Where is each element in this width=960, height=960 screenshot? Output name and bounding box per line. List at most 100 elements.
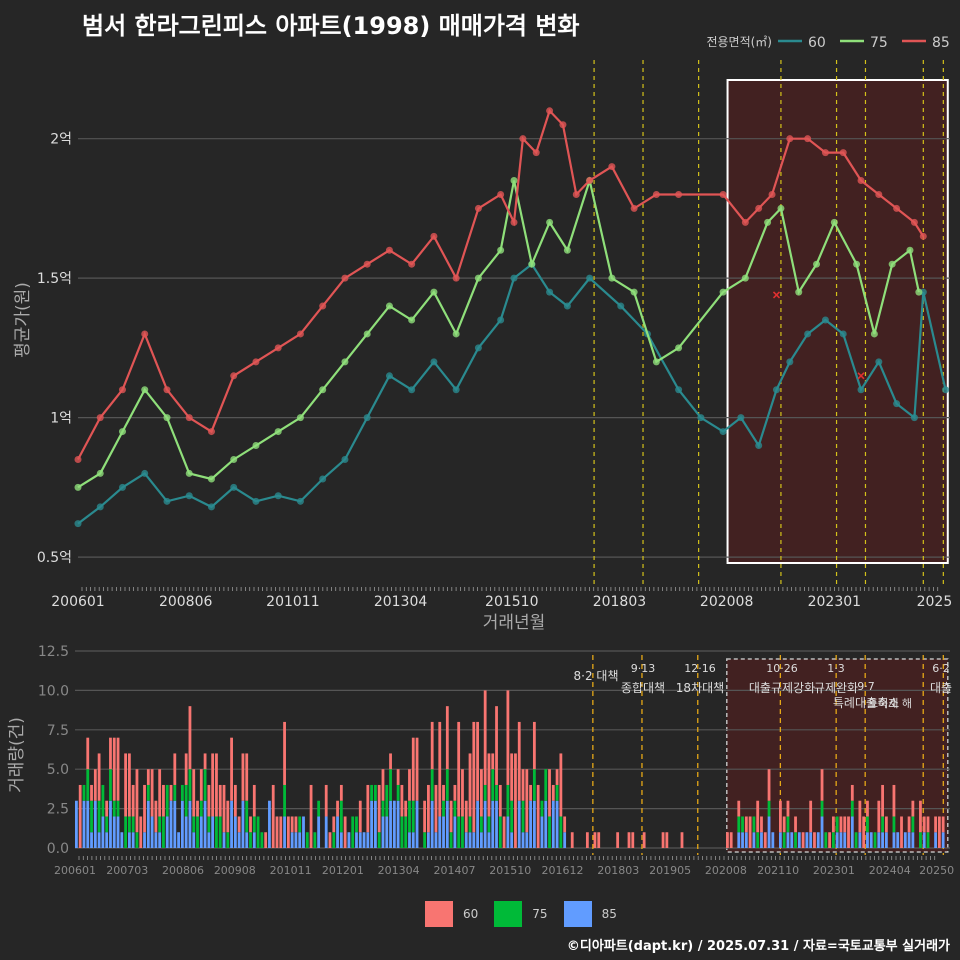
volume-bar-60 — [135, 769, 139, 833]
data-point-85 — [910, 218, 918, 226]
volume-y-tick-label: 5.0 — [47, 762, 69, 778]
data-point-75 — [813, 260, 821, 268]
volume-bar-75 — [101, 784, 105, 817]
volume-bar-60 — [411, 737, 415, 801]
volume-x-tick-label: 202404 — [869, 864, 911, 877]
volume-bar-85 — [532, 800, 536, 848]
volume-bar-85 — [850, 816, 854, 848]
volume-bar-60 — [487, 753, 491, 817]
volume-bar-85 — [525, 832, 529, 848]
volume-bar-60 — [389, 753, 392, 770]
data-point-85 — [363, 260, 371, 268]
volume-bar-75 — [109, 769, 112, 801]
volume-bar-85 — [165, 816, 169, 848]
volume-bar-85 — [510, 832, 514, 848]
y-axis-label: 평균가(원) — [13, 282, 33, 358]
data-point-60 — [207, 503, 215, 511]
annotation-date: 6·2 — [932, 662, 950, 675]
volume-bar-85 — [771, 832, 775, 848]
volume-bar-75 — [97, 800, 101, 833]
volume-bar-75 — [926, 832, 930, 848]
volume-bar-75 — [453, 800, 457, 817]
volume-bar-75 — [90, 800, 93, 833]
annotation-text: 종합대책 — [621, 680, 665, 695]
volume-bar-85 — [778, 832, 782, 848]
data-point-60 — [910, 414, 918, 422]
volume-bar-60 — [680, 832, 684, 848]
source-footer: ©디아파트(dapt.kr) / 2025.07.31 / 자료=국토교통부 실… — [566, 939, 950, 954]
volume-bar-60 — [476, 721, 480, 801]
volume-bar-60 — [483, 690, 487, 785]
volume-bar-75 — [112, 800, 116, 817]
volume-x-tick-label: 201803 — [597, 864, 639, 877]
volume-bar-85 — [184, 816, 188, 848]
data-point-75 — [385, 302, 393, 310]
volume-bar-60 — [491, 753, 495, 770]
volume-bar-60 — [922, 816, 926, 833]
volume-bar-60 — [907, 816, 911, 833]
volume-bar-60 — [381, 769, 385, 801]
volume-bar-85 — [366, 832, 370, 848]
volume-bar-75 — [86, 769, 90, 801]
data-point-85 — [586, 177, 594, 185]
volume-bar-60 — [457, 721, 461, 817]
data-point-60 — [118, 483, 126, 491]
volume-bar-75 — [555, 784, 559, 801]
volume-bar-75 — [127, 816, 131, 833]
data-point-75 — [888, 260, 896, 268]
data-point-85 — [408, 260, 416, 268]
volume-bar-85 — [805, 832, 809, 848]
x-tick-label: 202301 — [808, 594, 861, 610]
volume-bar-85 — [495, 800, 498, 848]
data-point-85 — [430, 232, 438, 240]
volume-bar-60 — [93, 769, 97, 801]
volume-bar-75 — [461, 816, 464, 848]
volume-bar-75 — [256, 816, 260, 848]
volume-bar-60 — [517, 721, 521, 801]
volume-y-tick-label: 12.5 — [38, 644, 69, 660]
volume-bar-60 — [309, 784, 313, 848]
volume-bar-85 — [426, 832, 430, 848]
data-point-75 — [546, 218, 554, 226]
volume-bar-75 — [741, 816, 744, 833]
data-point-85 — [385, 246, 393, 254]
data-point-60 — [617, 302, 625, 310]
volume-bar-75 — [559, 816, 563, 848]
data-point-75 — [252, 442, 260, 450]
legend-item-60: 60 — [425, 901, 478, 927]
volume-bar-85 — [245, 832, 249, 848]
volume-bar-60 — [729, 832, 733, 848]
volume-bar-60 — [510, 753, 514, 801]
volume-bar-60 — [438, 721, 442, 817]
data-point-60 — [141, 469, 149, 477]
volume-bar-85 — [869, 832, 873, 848]
data-point-85 — [768, 190, 776, 198]
volume-bar-60 — [778, 800, 782, 833]
data-point-60 — [185, 492, 193, 500]
volume-bar-85 — [222, 832, 226, 848]
volume-x-tick-label: 202008 — [705, 864, 747, 877]
data-point-60 — [408, 386, 416, 394]
volume-bar-75 — [468, 816, 472, 833]
volume-bar-85 — [90, 832, 93, 848]
volume-bar-60 — [911, 800, 915, 817]
volume-bar-75 — [794, 832, 797, 848]
annotation-date: 12·16 — [684, 662, 716, 675]
volume-bar-75 — [911, 816, 915, 833]
data-point-75 — [430, 288, 438, 296]
volume-bar-60 — [124, 753, 128, 817]
volume-bar-75 — [162, 816, 165, 848]
volume-bar-85 — [760, 832, 763, 848]
volume-bar-60 — [877, 800, 881, 833]
volume-bar-85 — [324, 816, 328, 848]
volume-bar-85 — [479, 832, 483, 848]
data-point-75 — [185, 469, 193, 477]
x-axis-label: 거래년월 — [483, 613, 546, 633]
x-tick-label: 202008 — [700, 594, 753, 610]
data-point-85 — [497, 190, 505, 198]
data-point-85 — [839, 149, 847, 157]
cross-marker — [772, 291, 781, 299]
volume-x-tick-label: 201304 — [378, 864, 420, 877]
volume-bar-60 — [230, 737, 233, 801]
volume-bar-60 — [339, 784, 343, 801]
